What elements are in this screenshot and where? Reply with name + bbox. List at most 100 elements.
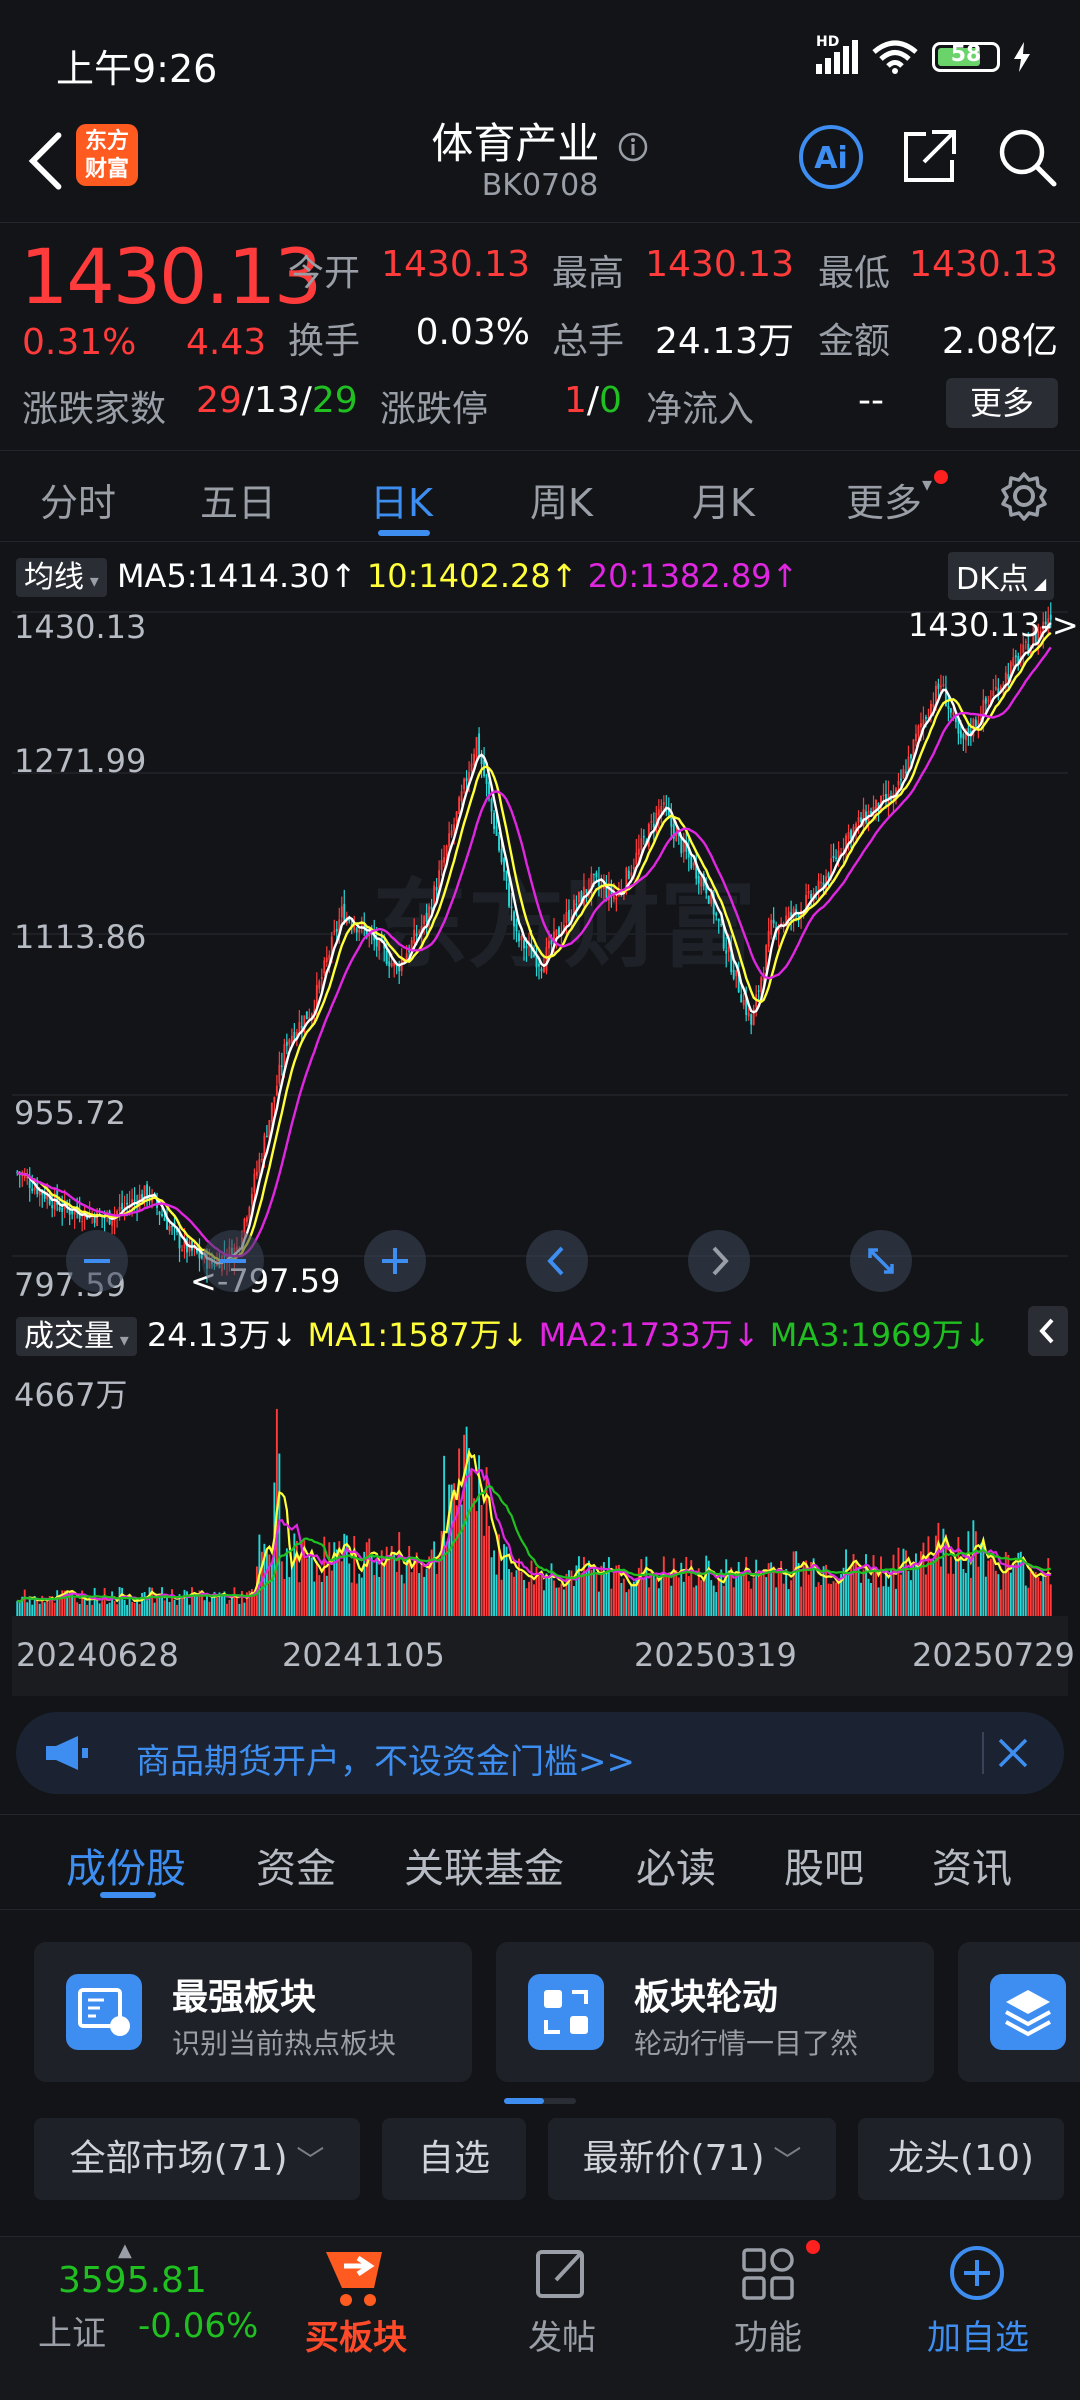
volume-max-label: 4667万 [14, 1376, 128, 1414]
card-sector-rotation[interactable]: 板块轮动 轮动行情一目了然 [496, 1942, 934, 2082]
volume-bar [328, 1542, 331, 1616]
volume-bar [528, 1581, 530, 1616]
candle-body [827, 873, 830, 879]
volume-bar [460, 1504, 463, 1616]
tab-more[interactable]: 更多▾ [846, 472, 932, 527]
settings-icon[interactable] [998, 470, 1050, 522]
tab-funds[interactable]: 资金 [256, 1846, 336, 1892]
ad-banner[interactable] [16, 1712, 1064, 1794]
volume-bar [712, 1585, 715, 1616]
candle-body [288, 1039, 291, 1045]
ai-button[interactable]: Ai [798, 124, 864, 190]
post-label[interactable]: 发帖 [528, 2318, 596, 2358]
card-more[interactable] [958, 1942, 1080, 2082]
volume-bar [1029, 1567, 1032, 1616]
close-icon[interactable] [996, 1736, 1030, 1770]
volume-bar [600, 1565, 603, 1616]
index-name[interactable]: 上证 [38, 2314, 106, 2354]
card-strongest-sector[interactable]: 最强板块 识别当前热点板块 [34, 1942, 472, 2082]
tab-forum[interactable]: 股吧 [784, 1846, 864, 1892]
tab-constituents[interactable]: 成份股 [66, 1846, 186, 1892]
plus-icon [382, 1248, 408, 1274]
volume-bar [268, 1554, 271, 1616]
tab-intraday[interactable]: 分时 [40, 481, 117, 525]
candle-body [805, 894, 808, 910]
buy-sector-icon[interactable] [318, 2248, 390, 2308]
volume-bar [83, 1596, 86, 1616]
high-label: 最高 [552, 253, 625, 294]
volume-value: 24.13万 [654, 321, 794, 362]
tab-daily-k[interactable]: 日K [370, 481, 433, 525]
candle-body [949, 708, 952, 713]
candle-body [902, 769, 905, 779]
tab-weekly-k[interactable]: 周K [530, 481, 593, 525]
functions-label[interactable]: 功能 [734, 2318, 802, 2358]
volume-chart[interactable] [12, 1360, 1068, 1616]
kline-chart[interactable]: 东方财富 [12, 598, 1068, 1298]
fullscreen-button[interactable] [850, 1230, 912, 1292]
zoom-out-button[interactable] [66, 1230, 128, 1292]
market-filter[interactable]: 全部市场(71) ﹀ [34, 2118, 360, 2200]
volume-bar [1022, 1558, 1025, 1616]
zoom-out-button-2[interactable] [202, 1230, 264, 1292]
candle-body [1024, 641, 1027, 644]
candle-body [580, 891, 583, 903]
dk-button[interactable]: DK点 ◢ [948, 552, 1055, 600]
volume-bar [38, 1603, 41, 1616]
candle-body [360, 922, 363, 927]
candle-body [852, 826, 855, 836]
candle-body [435, 887, 438, 891]
volume-bar [550, 1563, 553, 1616]
candle-body [984, 697, 987, 704]
candle-body [715, 913, 718, 916]
netflow-label: 净流入 [646, 389, 755, 430]
volume-bar [984, 1576, 987, 1616]
volume-bar [870, 1583, 872, 1616]
volume-select[interactable]: 成交量 ▾ [16, 1317, 137, 1356]
share-icon[interactable] [896, 124, 962, 190]
index-value[interactable]: 3595.81 [58, 2260, 207, 2301]
zoom-in-button[interactable] [364, 1230, 426, 1292]
tab-news[interactable]: 资讯 [932, 1846, 1012, 1892]
candle-body [475, 737, 478, 757]
candle-body [967, 727, 970, 735]
candle-body [847, 831, 850, 840]
watchlist-filter[interactable]: 自选 [382, 2118, 526, 2200]
compose-icon[interactable] [534, 2246, 590, 2302]
candle-body [305, 1011, 308, 1020]
volume-bar [785, 1568, 788, 1616]
add-watchlist-icon[interactable] [948, 2244, 1006, 2302]
volume-bar [757, 1570, 760, 1616]
tab-five-day[interactable]: 五日 [200, 481, 277, 525]
candle-body [907, 756, 910, 771]
info-icon[interactable] [617, 131, 649, 163]
divider [982, 1732, 984, 1774]
ma-select[interactable]: 均线 ▾ [16, 558, 107, 597]
volume-bar [56, 1590, 59, 1616]
ma5-label: MA5:1414.30 [116, 557, 330, 595]
scroll-left-button[interactable] [526, 1230, 588, 1292]
price-sort-filter[interactable]: 最新价(71) ﹀ [548, 2118, 836, 2200]
volume-bar [632, 1581, 635, 1616]
leader-filter[interactable]: 龙头(10) [858, 2118, 1064, 2200]
tab-must-read[interactable]: 必读 [636, 1846, 716, 1892]
index-change[interactable]: -0.06% [138, 2306, 259, 2346]
collapse-indicator-button[interactable] [1028, 1306, 1068, 1356]
tab-related-funds[interactable]: 关联基金 [404, 1846, 564, 1892]
volume-bar [860, 1582, 862, 1616]
tab-monthly-k[interactable]: 月K [692, 481, 755, 525]
add-watchlist-label[interactable]: 加自选 [927, 2318, 1029, 2358]
back-icon[interactable] [18, 126, 78, 196]
volume-bar [877, 1587, 880, 1616]
search-icon[interactable] [994, 124, 1060, 190]
status-icons: HD 58 [816, 34, 1030, 74]
ad-text[interactable]: 商品期货开户，不设资金门槛>> [136, 1742, 635, 1782]
volume-bar [455, 1505, 458, 1616]
volume-bar [692, 1587, 695, 1616]
more-button[interactable]: 更多 [946, 378, 1058, 428]
scroll-right-button[interactable] [688, 1230, 750, 1292]
functions-icon[interactable] [740, 2246, 796, 2302]
buy-sector-label[interactable]: 买板块 [305, 2318, 407, 2358]
volume-bar [835, 1582, 838, 1616]
candle-body [16, 1171, 19, 1173]
